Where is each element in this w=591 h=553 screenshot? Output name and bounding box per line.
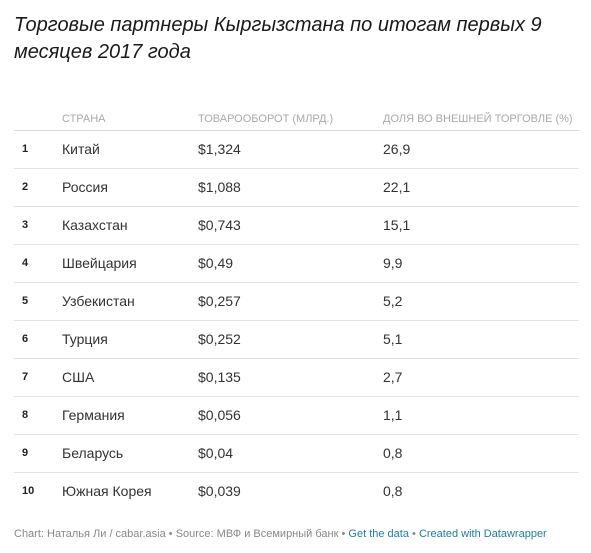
table-row: 8 Германия $0,056 1,1	[14, 397, 579, 435]
turnover-cell: $0,257	[198, 293, 241, 309]
table-row: 5 Узбекистан $0,257 5,2	[14, 283, 579, 321]
footer-source: Source: МВФ и Всемирный банк	[175, 528, 339, 540]
share-cell: 26,9	[383, 141, 411, 157]
turnover-cell: $0,039	[198, 483, 241, 499]
rank-cell: 1	[22, 143, 29, 155]
rank-cell: 2	[22, 181, 29, 193]
table-header: СТРАНА ТОВАРООБОРОТ (МЛРД.) ДОЛЯ ВО ВНЕШ…	[14, 96, 579, 131]
get-the-data-link[interactable]: Get the data	[348, 528, 409, 540]
share-cell: 22,1	[383, 179, 411, 195]
country-cell: Китай	[62, 141, 100, 157]
country-cell: Турция	[62, 331, 108, 347]
rank-cell: 8	[22, 409, 29, 421]
share-cell: 9,9	[383, 255, 403, 271]
share-cell: 0,8	[383, 445, 403, 461]
turnover-cell: $1,088	[198, 179, 241, 195]
footer: Chart: Наталья Ли / cabar.asia • Source:…	[14, 528, 547, 540]
country-cell: Россия	[62, 179, 108, 195]
turnover-cell: $0,49	[198, 255, 234, 271]
footer-separator: •	[341, 528, 346, 540]
footer-credit: Chart: Наталья Ли / cabar.asia	[14, 528, 166, 540]
table-row: 3 Казахстан $0,743 15,1	[14, 207, 579, 245]
table-row: 10 Южная Корея $0,039 0,8	[14, 473, 579, 510]
rank-cell: 6	[22, 333, 29, 345]
country-cell: Беларусь	[62, 445, 124, 461]
country-cell: США	[62, 369, 95, 385]
table-row: 1 Китай $1,324 26,9	[14, 131, 579, 169]
turnover-cell: $0,252	[198, 331, 241, 347]
table-row: 6 Турция $0,252 5,1	[14, 321, 579, 359]
table-row: 9 Беларусь $0,04 0,8	[14, 435, 579, 473]
rank-cell: 5	[22, 295, 29, 307]
column-header-turnover[interactable]: ТОВАРООБОРОТ (МЛРД.)	[198, 113, 334, 125]
country-cell: Германия	[62, 407, 125, 423]
turnover-cell: $0,743	[198, 217, 241, 233]
turnover-cell: $0,04	[198, 445, 234, 461]
share-cell: 1,1	[383, 407, 403, 423]
turnover-cell: $1,324	[198, 141, 241, 157]
rank-cell: 4	[22, 257, 29, 269]
turnover-cell: $0,056	[198, 407, 241, 423]
turnover-cell: $0,135	[198, 369, 241, 385]
footer-separator: •	[412, 528, 416, 540]
rank-cell: 10	[22, 485, 35, 497]
country-cell: Узбекистан	[62, 293, 135, 309]
table-body: 1 Китай $1,324 26,9 2 Россия $1,088 22,1 3 Казахс…	[14, 131, 579, 510]
share-cell: 5,2	[383, 293, 403, 309]
share-cell: 15,1	[383, 217, 411, 233]
rank-cell: 9	[22, 447, 29, 459]
column-header-country[interactable]: СТРАНА	[62, 113, 106, 125]
table-row: 2 Россия $1,088 22,1	[14, 169, 579, 207]
footer-separator: •	[168, 528, 173, 540]
chart-title: Торговые партнеры Кыргызстана по итогам …	[14, 14, 542, 63]
table-row: 4 Швейцария $0,49 9,9	[14, 245, 579, 283]
table-row: 7 США $0,135 2,7	[14, 359, 579, 397]
rank-cell: 7	[22, 371, 29, 383]
share-cell: 2,7	[383, 369, 403, 385]
country-cell: Швейцария	[62, 255, 137, 271]
country-cell: Казахстан	[62, 217, 128, 233]
share-cell: 5,1	[383, 331, 403, 347]
country-cell: Южная Корея	[62, 483, 152, 499]
created-with-datawrapper-link[interactable]: Created with Datawrapper	[418, 528, 547, 540]
column-header-share[interactable]: ДОЛЯ ВО ВНЕШНЕЙ ТОРГОВЛЕ (%)	[383, 113, 573, 125]
share-cell: 0,8	[383, 483, 403, 499]
rank-cell: 3	[22, 219, 29, 231]
data-table: СТРАНА ТОВАРООБОРОТ (МЛРД.) ДОЛЯ ВО ВНЕШ…	[14, 96, 579, 510]
